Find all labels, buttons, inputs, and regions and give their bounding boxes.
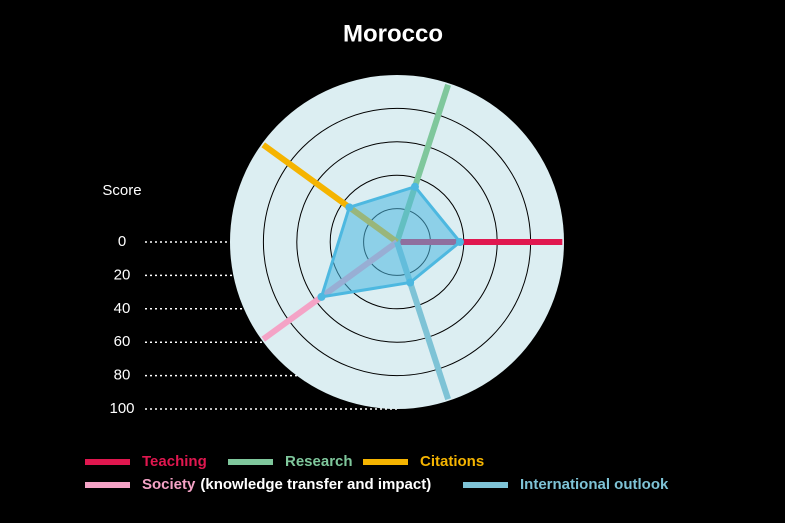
scale-tick-label: 40 [114,300,131,317]
radar-point [455,238,464,246]
legend-label: Society [142,476,196,493]
legend-label: Citations [420,453,484,470]
scale-tick-label: 20 [114,266,131,283]
legend-label: Research [285,453,353,470]
legend-note: (knowledge transfer and impact) [200,476,431,493]
legend-label: International outlook [520,476,669,493]
scale-label: Score [102,182,141,199]
chart-title: Morocco [343,20,443,47]
scale-tick-label: 100 [109,400,134,417]
radar-point [410,182,419,191]
scale-tick-label: 60 [114,333,131,350]
legend-label: Teaching [142,453,207,470]
scale-tick-label: 80 [114,367,131,384]
radar-point [345,203,354,212]
radar-point [406,278,415,287]
radar-area [319,184,463,299]
radar-point [317,292,326,301]
scale-tick-label: 0 [118,233,126,250]
